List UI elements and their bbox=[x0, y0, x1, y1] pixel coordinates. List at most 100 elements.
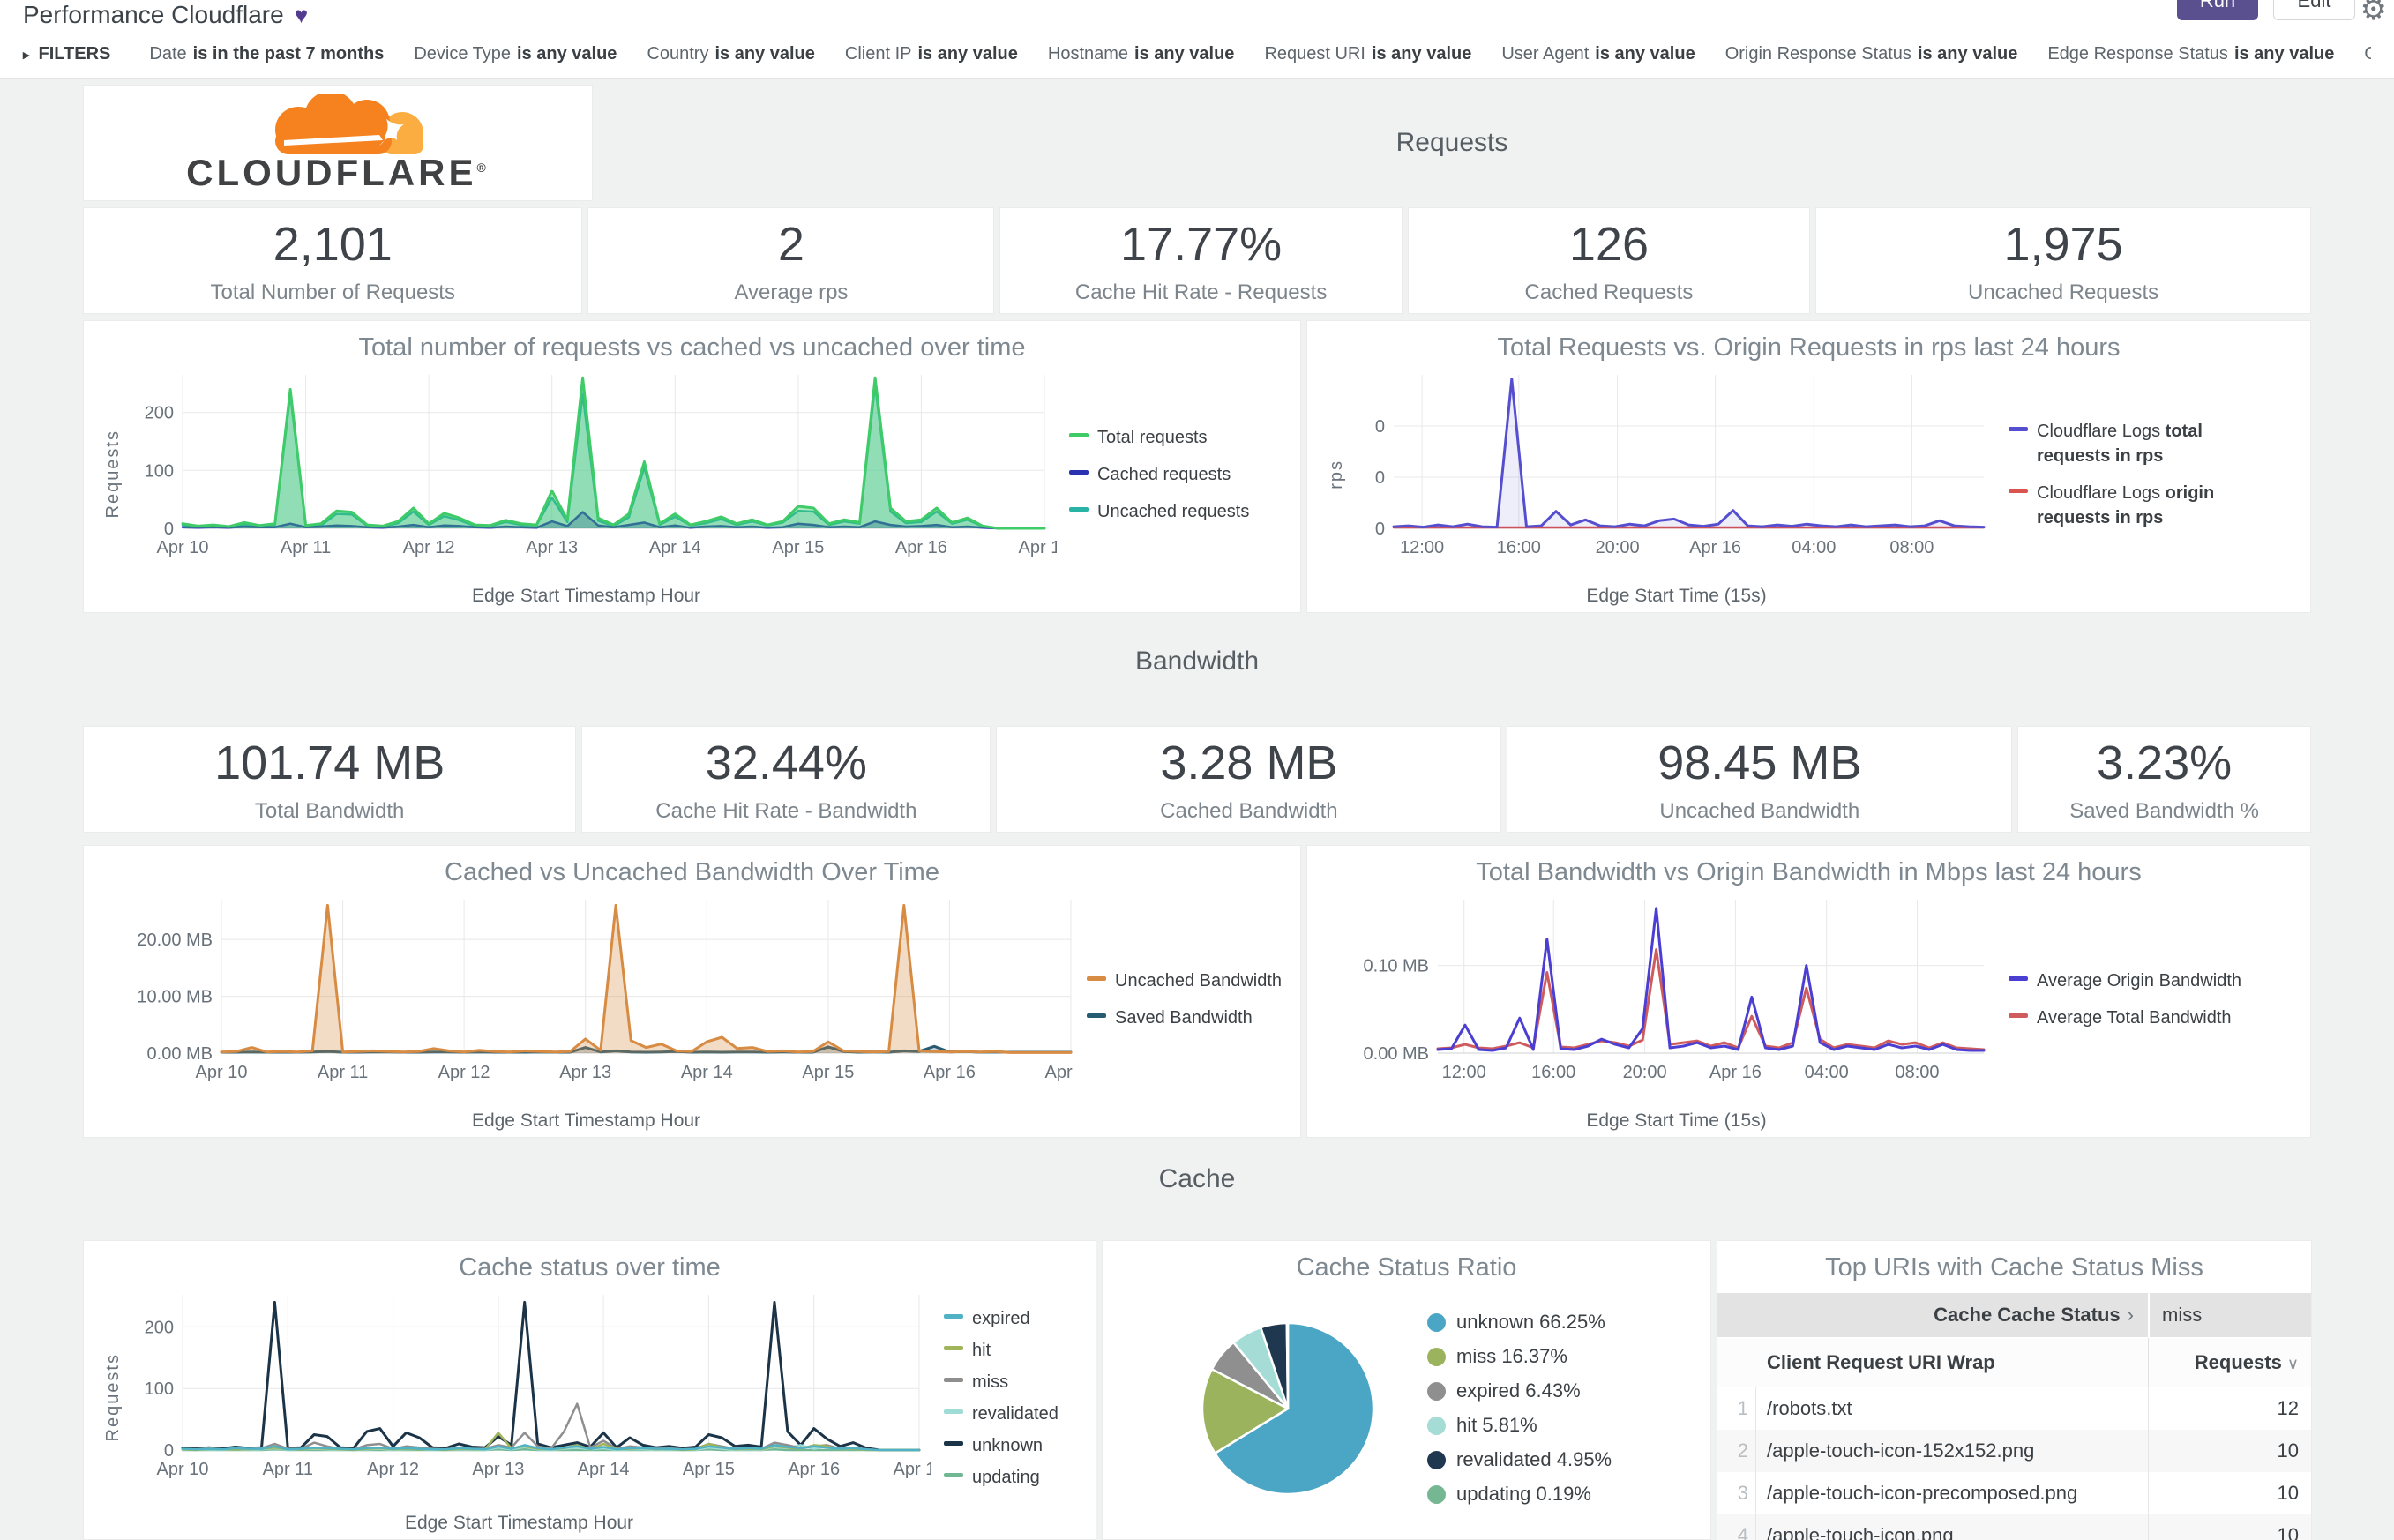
svg-text:0.00 MB: 0.00 MB bbox=[146, 1044, 212, 1064]
x-axis-label: Edge Start Time (15s) bbox=[1586, 586, 1767, 606]
gear-icon[interactable]: ⚙ bbox=[2360, 0, 2387, 26]
requests-cell[interactable]: 10 bbox=[2148, 1514, 2311, 1540]
svg-text:Apr 17: Apr 17 bbox=[1019, 538, 1057, 557]
filter-chip[interactable]: Device Type is any value bbox=[414, 44, 617, 64]
uri-cell[interactable]: /robots.txt bbox=[1756, 1387, 2148, 1430]
pie-legend-item[interactable]: hit 5.81% bbox=[1427, 1414, 1612, 1437]
filter-chip[interactable]: Client IP is any value bbox=[844, 44, 1018, 64]
svg-text:0: 0 bbox=[1375, 417, 1385, 437]
pivot-header[interactable]: Cache Cache Status › bbox=[1717, 1293, 2148, 1337]
legend-item[interactable]: expired bbox=[944, 1306, 1073, 1331]
kpi-tile[interactable]: 17.77% Cache Hit Rate - Requests bbox=[999, 207, 1403, 314]
legend-label: miss bbox=[972, 1372, 1009, 1392]
filter-chip[interactable]: Origin Response Status is any value bbox=[1724, 44, 2018, 64]
pie-legend-label: hit 5.81% bbox=[1456, 1414, 1537, 1436]
kpi-value: 98.45 MB bbox=[1657, 736, 1862, 789]
kpi-tile[interactable]: 2 Average rps bbox=[587, 207, 995, 314]
legend-item[interactable]: updating bbox=[944, 1465, 1073, 1490]
filter-chip[interactable]: Request URI is any value bbox=[1264, 44, 1472, 64]
legend-item[interactable]: Saved Bandwidth bbox=[1087, 1005, 1284, 1030]
kpi-tile[interactable]: 101.74 MB Total Bandwidth bbox=[83, 726, 577, 833]
y-axis-label: rps bbox=[1326, 459, 1346, 490]
uri-cell[interactable]: /apple-touch-icon.png bbox=[1756, 1514, 2148, 1540]
y-axis-label: Requests bbox=[102, 1353, 123, 1442]
legend-item[interactable]: Uncached Bandwidth bbox=[1087, 968, 1284, 993]
chart-legend: Cloudflare Logs total requests in rps Clo… bbox=[1996, 364, 2261, 584]
pie-legend-item[interactable]: updating 0.19% bbox=[1427, 1483, 1612, 1506]
svg-text:Apr 16: Apr 16 bbox=[895, 538, 947, 557]
filter-chip[interactable]: Country is any value bbox=[647, 44, 815, 64]
legend-item[interactable]: Average Origin Bandwidth bbox=[2009, 968, 2261, 993]
pie-slice-miss[interactable] bbox=[1201, 1367, 1290, 1454]
legend-swatch bbox=[944, 1345, 963, 1350]
pie-legend-item[interactable]: unknown 66.25% bbox=[1427, 1311, 1612, 1334]
legend-item[interactable]: Cached requests bbox=[1069, 462, 1268, 487]
pie-slice-unknown[interactable] bbox=[1214, 1321, 1375, 1495]
svg-text:04:00: 04:00 bbox=[1805, 1063, 1849, 1082]
svg-text:Apr 12: Apr 12 bbox=[403, 538, 455, 557]
pie-legend-item[interactable]: miss 16.37% bbox=[1427, 1345, 1612, 1368]
kpi-label: Average rps bbox=[734, 280, 849, 304]
legend-item[interactable]: revalidated bbox=[944, 1402, 1073, 1426]
pie-legend: unknown 66.25% miss 16.37% expired 6.43% hi… bbox=[1427, 1311, 1612, 1506]
legend-label: Cached requests bbox=[1097, 464, 1231, 484]
chart-legend: expired hit miss revalidated unknown updating bbox=[931, 1284, 1073, 1511]
svg-text:Apr 14: Apr 14 bbox=[578, 1460, 630, 1479]
legend-item[interactable]: hit bbox=[944, 1338, 1073, 1363]
filter-chip[interactable]: Date is in the past 7 months bbox=[149, 44, 385, 64]
legend-swatch bbox=[2009, 426, 2028, 431]
chart-tile-requests-rps: Total Requests vs. Origin Requests in rp… bbox=[1306, 320, 2311, 613]
legend-item[interactable]: Uncached requests bbox=[1069, 499, 1268, 524]
filter-chip[interactable]: Hostname is any value bbox=[1047, 44, 1235, 64]
kpi-tile[interactable]: 2,101 Total Number of Requests bbox=[83, 207, 583, 314]
x-axis-label: Edge Start Timestamp Hour bbox=[471, 586, 701, 606]
run-button[interactable]: Run bbox=[2177, 0, 2258, 20]
filters-expander[interactable]: ▸ FILTERS bbox=[23, 44, 110, 64]
requests-cell[interactable]: 10 bbox=[2148, 1430, 2311, 1472]
legend-item[interactable]: miss bbox=[944, 1370, 1073, 1394]
pie-slice-updating[interactable] bbox=[1285, 1321, 1290, 1409]
filter-chip[interactable]: User Agent is any value bbox=[1501, 44, 1695, 64]
pie-legend-label: revalidated 4.95% bbox=[1456, 1448, 1612, 1470]
legend-swatch bbox=[1069, 506, 1089, 512]
legend-item[interactable]: Total requests bbox=[1069, 425, 1268, 450]
column-header-requests[interactable]: Requests ∨ bbox=[2148, 1337, 2311, 1387]
kpi-tile[interactable]: 126 Cached Requests bbox=[1407, 207, 1811, 314]
svg-text:Apr 11: Apr 11 bbox=[281, 538, 331, 557]
kpi-tile[interactable]: 1,975 Uncached Requests bbox=[1815, 207, 2311, 314]
svg-text:200: 200 bbox=[145, 1318, 174, 1337]
heart-icon: ♥ bbox=[294, 1, 309, 28]
legend-swatch bbox=[944, 1313, 963, 1319]
uri-cell[interactable]: /apple-touch-icon-152x152.png bbox=[1756, 1430, 2148, 1472]
kpi-tile[interactable]: 3.23% Saved Bandwidth % bbox=[2017, 726, 2311, 833]
top-bar: Performance Cloudflare ♥ Run Edit ⚙ bbox=[0, 0, 2394, 30]
pie-legend-item[interactable]: expired 6.43% bbox=[1427, 1379, 1612, 1402]
kpi-label: Total Bandwidth bbox=[254, 798, 405, 823]
legend-item[interactable]: Cloudflare Logs total requests in rps bbox=[2009, 419, 2261, 468]
uri-cell[interactable]: /apple-touch-icon-precomposed.png bbox=[1756, 1472, 2148, 1514]
requests-cell[interactable]: 10 bbox=[2148, 1472, 2311, 1514]
chart-legend: Uncached Bandwidth Saved Bandwidth bbox=[1074, 889, 1284, 1109]
legend-label: hit bbox=[972, 1340, 991, 1360]
x-axis-label: Edge Start Timestamp Hour bbox=[404, 1513, 634, 1533]
filter-chip[interactable]: Edge Response Status is any value bbox=[2047, 44, 2335, 64]
edit-button[interactable]: Edit bbox=[2273, 0, 2355, 20]
top-row: CLOUDFLARE® Requests bbox=[83, 85, 2311, 201]
legend-item[interactable]: Cloudflare Logs origin requests in rps bbox=[2009, 481, 2261, 530]
kpi-value: 2 bbox=[777, 217, 804, 271]
svg-text:20:00: 20:00 bbox=[1596, 538, 1640, 557]
kpi-tile[interactable]: 32.44% Cache Hit Rate - Bandwidth bbox=[581, 726, 991, 833]
legend-item[interactable]: unknown bbox=[944, 1433, 1073, 1458]
legend-dot-icon bbox=[1427, 1416, 1446, 1435]
row-number: 4 bbox=[1717, 1514, 1756, 1540]
requests-over-time-chart: Apr 10 Apr 11 Apr 12 Apr 13 Apr 14 Apr 15 Apr … bbox=[145, 375, 1057, 557]
kpi-tile[interactable]: 98.45 MB Uncached Bandwidth bbox=[1507, 726, 2013, 833]
svg-text:0.10 MB: 0.10 MB bbox=[1364, 957, 1429, 976]
pie-legend-item[interactable]: revalidated 4.95% bbox=[1427, 1448, 1612, 1471]
legend-item[interactable]: Average Total Bandwidth bbox=[2009, 1005, 2261, 1030]
requests-cell[interactable]: 12 bbox=[2148, 1387, 2311, 1430]
column-header-uri[interactable]: Client Request URI Wrap bbox=[1756, 1337, 2148, 1387]
kpi-tile[interactable]: 3.28 MB Cached Bandwidth bbox=[996, 726, 1502, 833]
